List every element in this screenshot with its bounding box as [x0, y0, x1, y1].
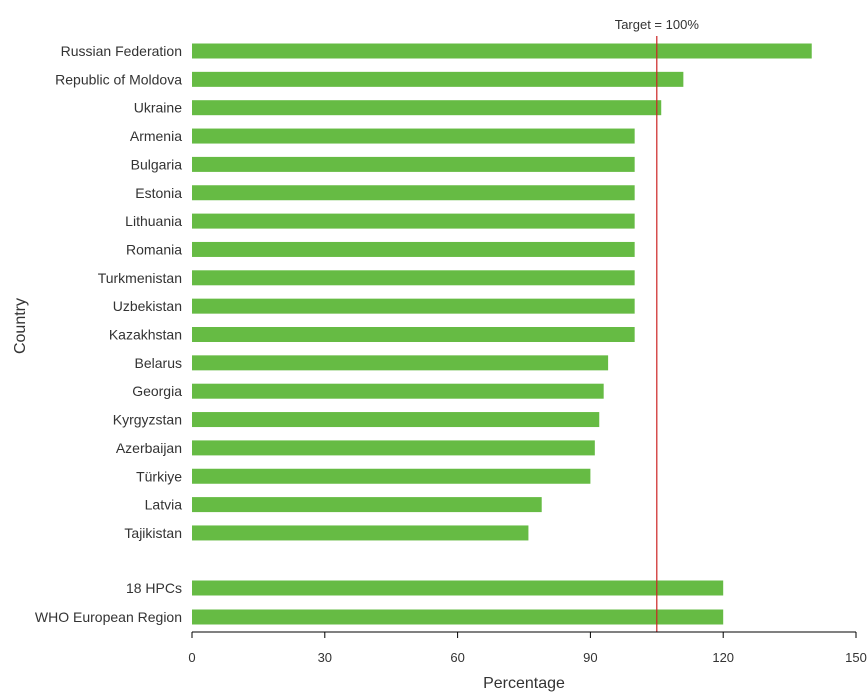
category-label: Republic of Moldova — [55, 71, 182, 87]
bar — [192, 43, 812, 59]
x-ticks: 0 30 60 90 120 150 — [188, 632, 867, 665]
bar — [192, 185, 635, 201]
bars-group — [192, 43, 812, 625]
category-label: Russian Federation — [61, 43, 182, 59]
category-label: WHO European Region — [35, 609, 182, 625]
x-tick-label: 30 — [318, 650, 332, 665]
category-label: Turkmenistan — [98, 270, 182, 286]
target-label: Target = 100% — [615, 17, 700, 32]
x-tick-label: 90 — [583, 650, 597, 665]
bar — [192, 440, 595, 456]
bar — [192, 525, 529, 541]
bar — [192, 609, 724, 625]
bar — [192, 468, 591, 484]
category-label: Türkiye — [136, 468, 182, 484]
category-label: Ukraine — [134, 100, 182, 116]
category-label: Lithuania — [125, 213, 182, 229]
bar — [192, 383, 604, 399]
category-label: Belarus — [135, 355, 182, 371]
bar — [192, 497, 542, 513]
category-label: Tajikistan — [124, 525, 182, 541]
bar — [192, 580, 724, 596]
x-tick-label: 150 — [845, 650, 867, 665]
category-label: Armenia — [130, 128, 182, 144]
bar — [192, 241, 635, 257]
x-tick-label: 120 — [712, 650, 734, 665]
category-label: Romania — [126, 241, 182, 257]
category-label: Kazakhstan — [109, 327, 182, 343]
category-label: 18 HPCs — [126, 580, 182, 596]
bar — [192, 156, 635, 172]
category-label: Bulgaria — [131, 156, 183, 172]
bar — [192, 213, 635, 229]
bar — [192, 355, 609, 371]
category-label: Uzbekistan — [113, 298, 182, 314]
bar — [192, 327, 635, 342]
x-tick-label: 0 — [188, 650, 195, 665]
category-label: Georgia — [132, 383, 182, 399]
category-label: Kyrgyzstan — [113, 412, 182, 428]
bar — [192, 71, 684, 87]
category-label: Azerbaijan — [116, 440, 182, 456]
category-label: Estonia — [135, 185, 182, 201]
bar — [192, 412, 600, 428]
bar — [192, 100, 662, 116]
bar — [192, 128, 635, 144]
y-axis-title: Country — [12, 298, 29, 354]
category-label: Latvia — [145, 497, 183, 513]
bar — [192, 270, 635, 286]
x-axis-title: Percentage — [483, 675, 565, 692]
x-tick-label: 60 — [450, 650, 464, 665]
category-labels: Russian Federation Republic of Moldova Ukr… — [35, 43, 182, 625]
bar — [192, 298, 635, 314]
